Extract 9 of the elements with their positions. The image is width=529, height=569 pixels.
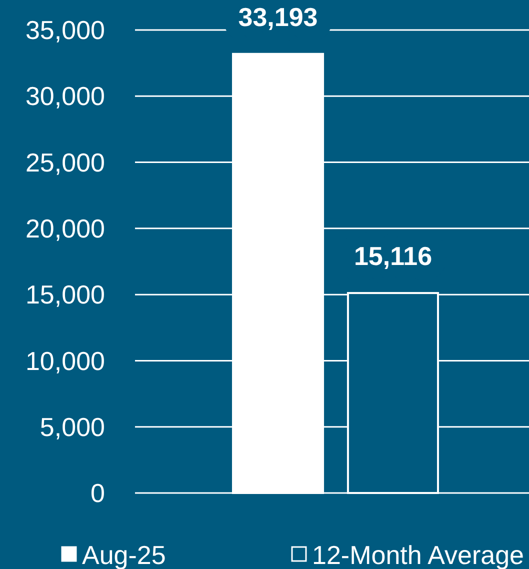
y-tick-label: 15,000 bbox=[25, 280, 105, 310]
y-tick-label: 0 bbox=[90, 478, 105, 508]
y-tick-label: 30,000 bbox=[25, 81, 105, 112]
y-tick-label: 25,000 bbox=[25, 147, 105, 178]
y-tick-label: 20,000 bbox=[25, 214, 105, 244]
y-tick-label: 35,000 bbox=[25, 15, 105, 46]
y-tick-label: 5,000 bbox=[40, 412, 105, 442]
y-tick-label: 10,000 bbox=[25, 346, 105, 376]
data-label: 15,116 bbox=[354, 241, 432, 272]
